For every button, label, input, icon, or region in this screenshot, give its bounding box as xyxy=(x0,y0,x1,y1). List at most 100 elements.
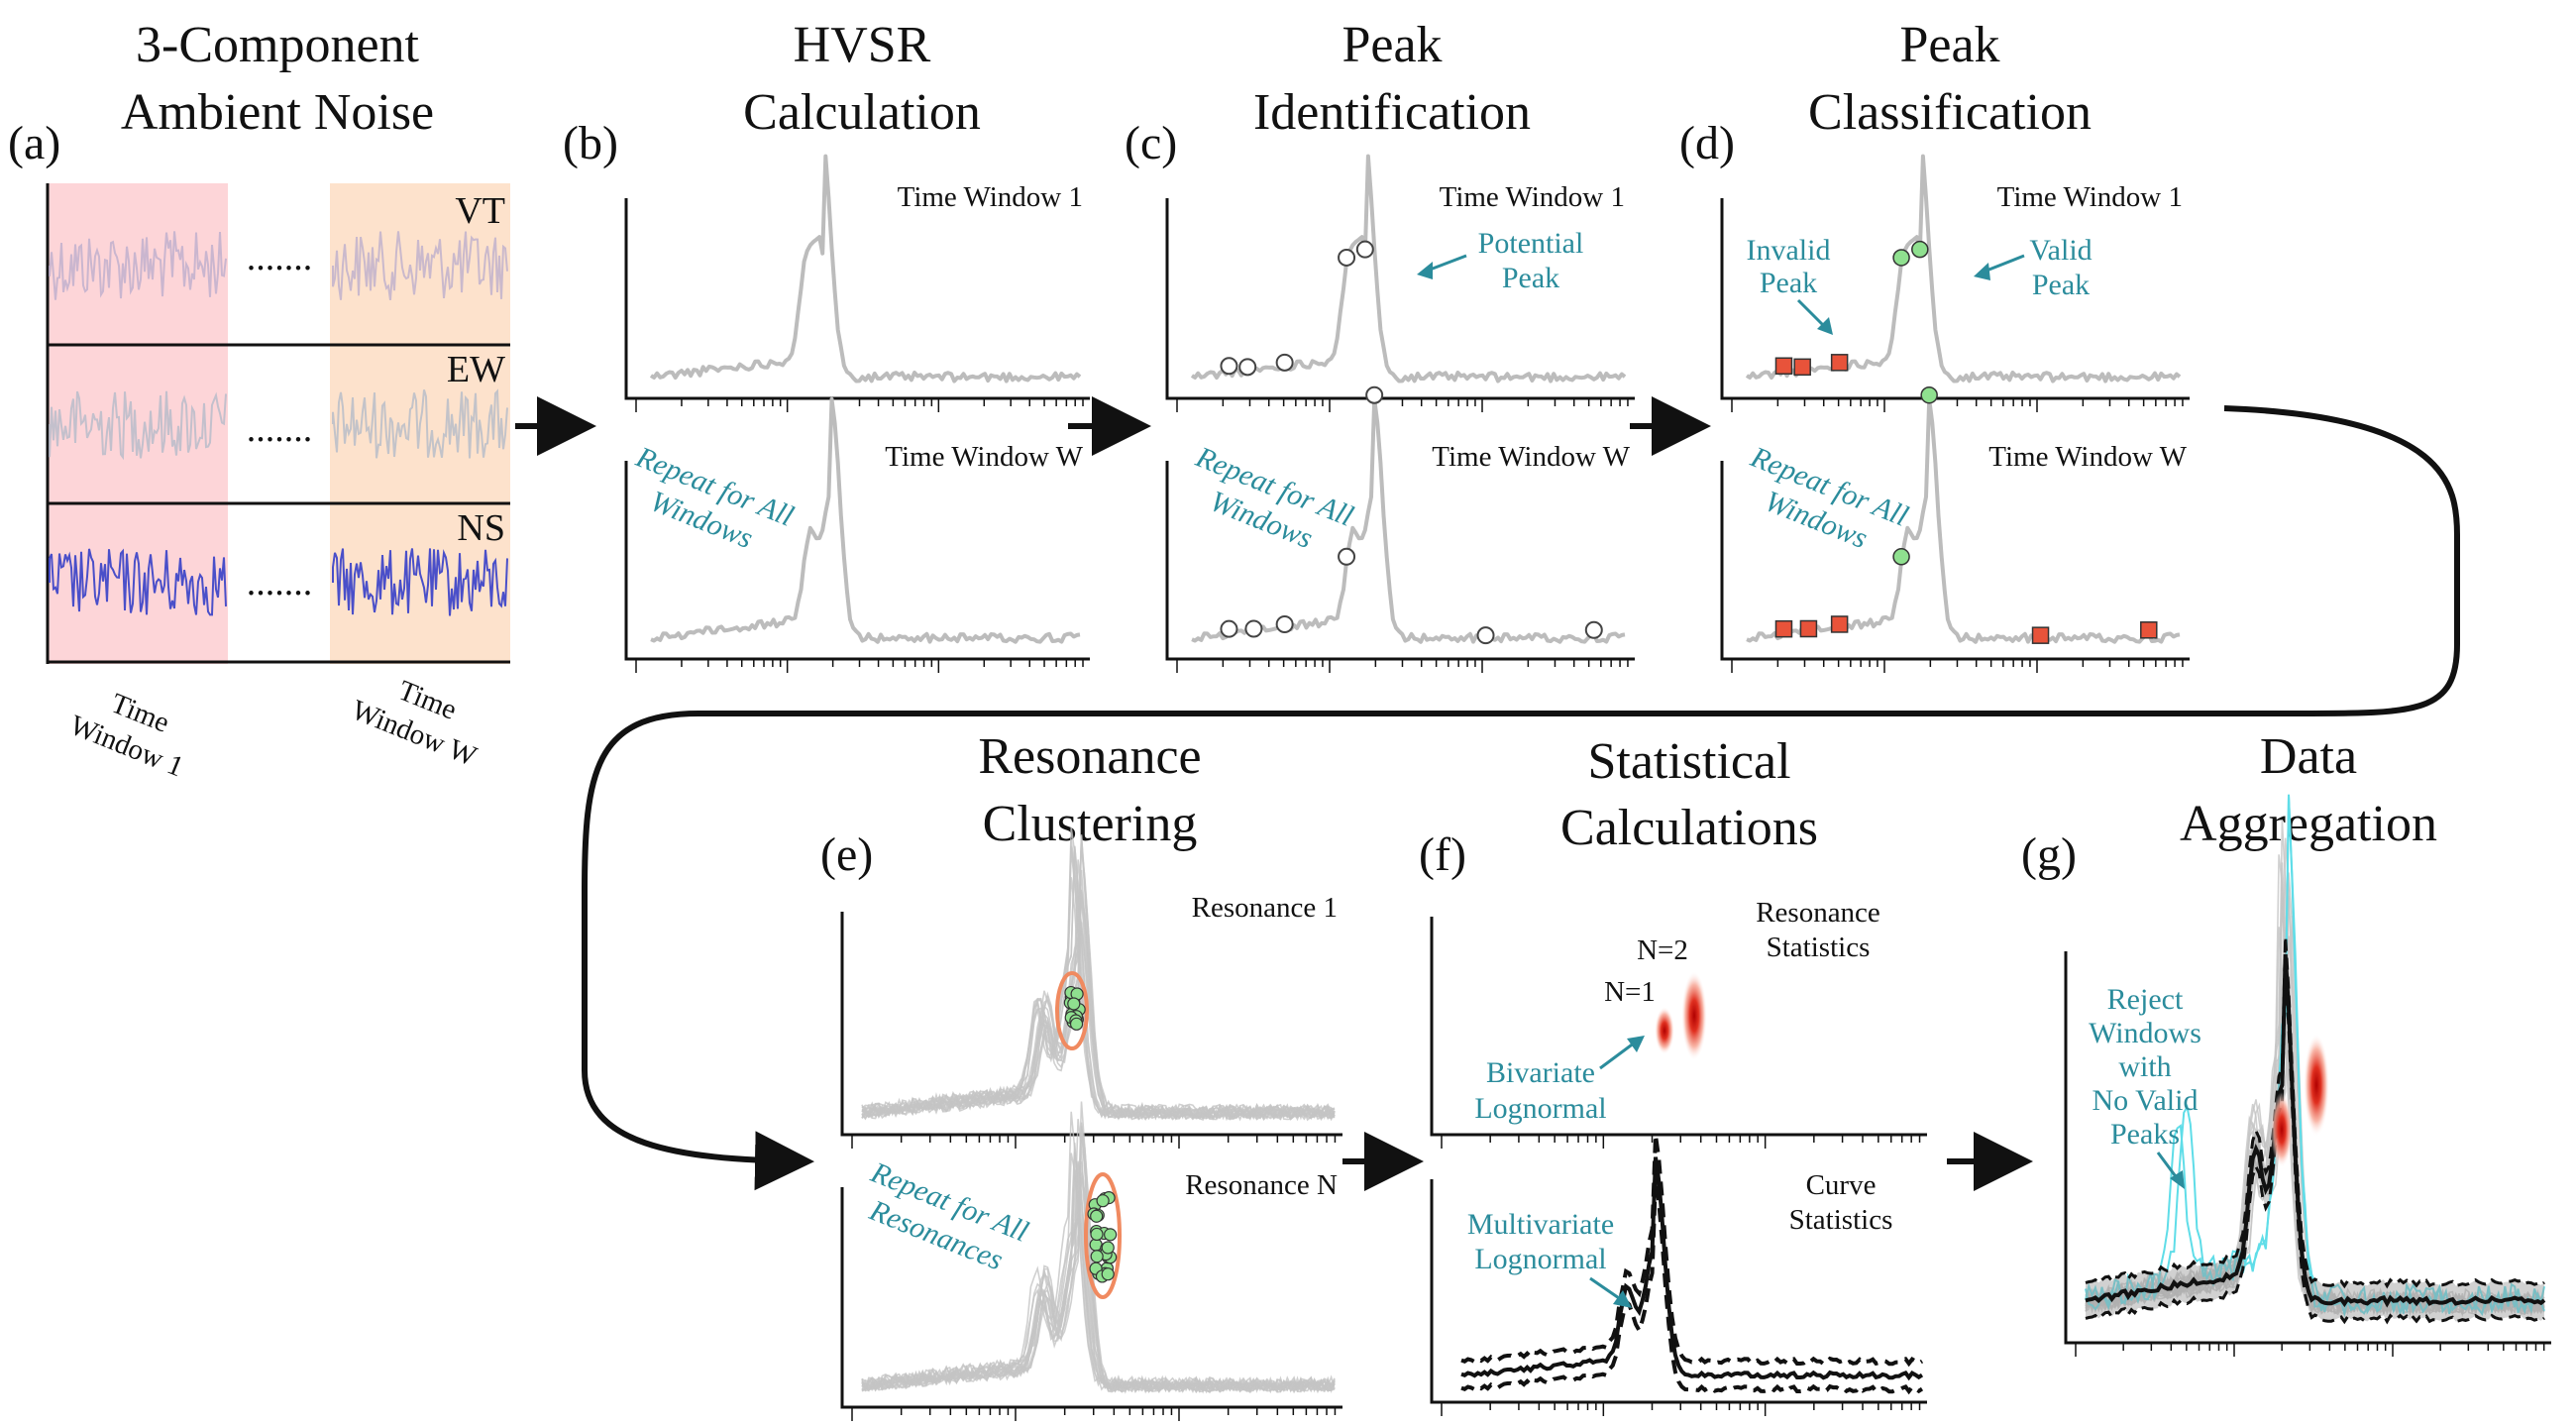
title-e-line2: Clustering xyxy=(983,796,1198,852)
reject-pointer-head xyxy=(2170,1170,2185,1189)
cluster-point xyxy=(1096,1194,1110,1208)
axis-lines xyxy=(1430,1179,1927,1404)
component-ew-label: EW xyxy=(447,349,505,390)
valid-peak-pointer-head xyxy=(1974,263,1990,280)
title-b-line1: HVSR xyxy=(794,17,931,73)
invalid-peak-label-line2: Peak xyxy=(1760,267,1817,299)
axis-lines xyxy=(1430,917,1927,1137)
hvsr-curve-window-w xyxy=(650,396,1081,644)
title-b: HVSR Calculation xyxy=(743,17,981,141)
panel-c: Time Window 1 Time Window W Potential Pe… xyxy=(1165,154,1635,673)
panel-f-axes-bottom xyxy=(1430,1179,1927,1416)
reject-label-line2: Windows xyxy=(2089,1017,2201,1049)
axis-lines xyxy=(840,912,1342,1137)
cluster-point xyxy=(1090,1209,1104,1223)
potential-peak-marker xyxy=(1584,620,1603,639)
potential-peak-marker xyxy=(1365,385,1384,404)
potential-peak-marker xyxy=(1220,357,1238,376)
hvsr-curve-window-1 xyxy=(1190,154,1627,384)
title-g-line1: Data xyxy=(2260,728,2357,785)
noise-trace xyxy=(332,548,508,616)
curve-statistics-line2: Statistics xyxy=(1789,1204,1893,1236)
panel-letter-c: (c) xyxy=(1125,117,1177,169)
potential-peak-label-line1: Potential xyxy=(1478,227,1584,260)
bivariate-blob-n2 xyxy=(1681,971,1707,1060)
panel-f-axes-top xyxy=(1430,917,1927,1149)
aggregated-blob-1 xyxy=(2271,1092,2293,1167)
cluster-ellipse-1 xyxy=(1055,971,1089,1050)
panel-g: Reject Windows with No Valid Peaks xyxy=(2064,794,2551,1357)
bundle-curve xyxy=(861,845,1336,1120)
resonance-n-label: Resonance N xyxy=(1185,1169,1338,1201)
noise-trace xyxy=(49,390,227,461)
panel-b-repeat-note: Repeat for All Windows xyxy=(631,440,799,555)
panel-c-window-1-label: Time Window 1 xyxy=(1440,181,1625,213)
panel-b: Time Window 1 Time Window W Repeat for A… xyxy=(624,154,1090,673)
median-curve xyxy=(1460,1156,1924,1381)
valid-peak-label-line2: Peak xyxy=(2032,269,2090,301)
panel-b-window-1-label: Time Window 1 xyxy=(898,181,1083,213)
panel-c-repeat-note: Repeat for All Windows xyxy=(1191,440,1358,555)
std-curve xyxy=(1460,1134,1924,1368)
axis-lines xyxy=(1720,198,2190,400)
panel-c-axes-bottom xyxy=(1165,461,1635,673)
panel-e-repeat-note: Repeat for All Resonances xyxy=(864,1155,1032,1276)
bundle-curve xyxy=(861,1111,1336,1393)
potential-peak-marker xyxy=(1355,240,1374,259)
title-g-line2: Aggregation xyxy=(2180,796,2437,852)
reject-label-line1: Reject xyxy=(2107,983,2184,1016)
curve-statistics-line1: Curve xyxy=(1806,1169,1877,1201)
noise-traces xyxy=(49,231,508,616)
multivariate-label-line1: Multivariate xyxy=(1467,1208,1614,1241)
reject-label-line3: with xyxy=(2118,1050,2171,1083)
title-b-line2: Calculation xyxy=(743,84,981,141)
bivariate-pointer-head xyxy=(1627,1036,1645,1052)
valid-peak-marker xyxy=(1892,249,1910,267)
flow-arrows xyxy=(515,396,2460,1191)
reject-label-line4: No Valid xyxy=(2093,1084,2199,1117)
hvsr-curve-window-1 xyxy=(649,154,1082,384)
noise-trace xyxy=(49,548,227,616)
panel-letter-g: (g) xyxy=(2021,828,2077,881)
resonance-statistics-line1: Resonance xyxy=(1756,897,1880,929)
panel-e: Resonance 1 Resonance N Repeat for All R… xyxy=(840,826,1342,1421)
title-c-line2: Identification xyxy=(1253,84,1531,141)
panel-letter-d: (d) xyxy=(1679,117,1735,169)
potential-peak-marker xyxy=(1275,614,1294,633)
invalid-peak-pointer-head xyxy=(1817,317,1833,335)
potential-peak-marker xyxy=(1275,353,1294,372)
arrow-d-to-e xyxy=(582,405,2460,1191)
aggregated-statistics xyxy=(2085,935,2546,1325)
potential-peak-marker xyxy=(1338,248,1356,267)
valid-peak-marker xyxy=(1892,548,1910,566)
title-a-line1: 3-Component xyxy=(136,17,420,73)
axis-lines xyxy=(840,1187,1342,1409)
window-1-label: Time Window 1 xyxy=(65,688,188,784)
cluster-point xyxy=(1090,1227,1104,1242)
multivariate-pointer-head xyxy=(1613,1290,1632,1308)
valid-peak-marker xyxy=(1911,240,1929,259)
bundle-curve xyxy=(861,922,1336,1122)
hvsr-curve-bundle-top xyxy=(861,826,1336,1122)
cluster-point xyxy=(1101,1267,1115,1281)
axis-lines xyxy=(624,198,1090,400)
panel-e-axes-bottom xyxy=(840,1187,1342,1421)
noise-trace xyxy=(332,231,508,300)
bivariate-pointer xyxy=(1599,1041,1636,1070)
panel-d-axes-bottom xyxy=(1720,461,2190,673)
panel-d: Time Window 1 Time Window W Invalid Peak… xyxy=(1720,154,2190,673)
invalid-peak-label-line1: Invalid xyxy=(1747,234,1831,267)
title-d-line2: Classification xyxy=(1808,84,2092,141)
bundle-curve xyxy=(861,840,1336,1121)
bundle-curve xyxy=(861,897,1336,1122)
median-curve xyxy=(2085,953,2546,1308)
invalid-peak-marker xyxy=(1774,619,1793,638)
component-vt-label: VT xyxy=(455,190,505,232)
invalid-peak-marker xyxy=(1799,619,1818,638)
axis-lines xyxy=(2064,951,2551,1345)
cluster-point xyxy=(1067,997,1081,1011)
resonance-clusters xyxy=(1055,971,1122,1299)
panel-letter-e: (e) xyxy=(820,828,873,881)
dots-vt: ....... xyxy=(247,237,313,278)
bundle-curve xyxy=(861,1143,1336,1393)
